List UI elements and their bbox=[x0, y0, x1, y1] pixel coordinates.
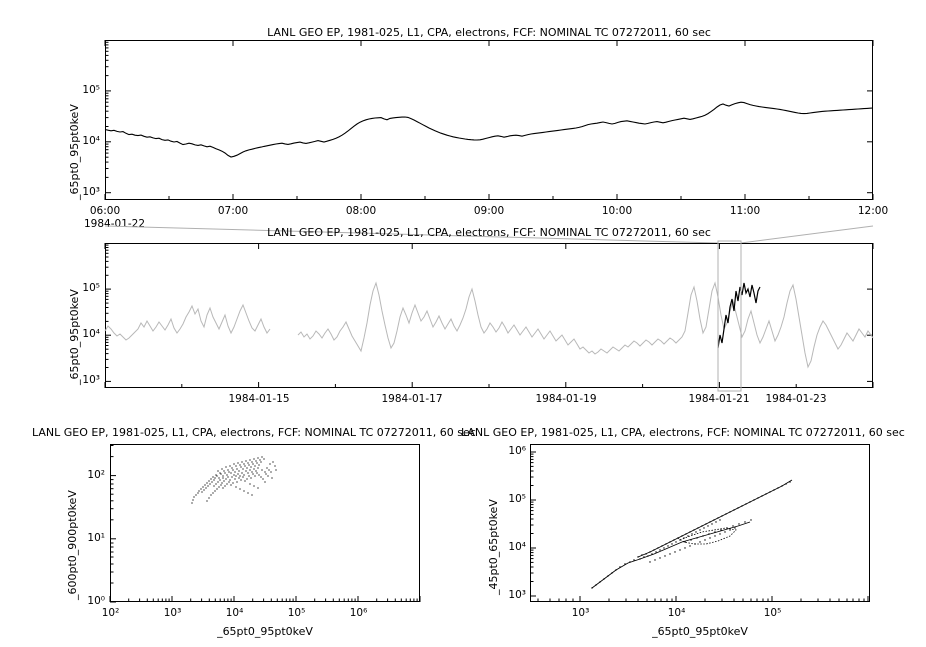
top-panel-plot bbox=[104, 40, 874, 200]
bottom-right-trace-upper bbox=[637, 479, 793, 558]
top-panel-frame bbox=[105, 40, 873, 200]
bl-xtick-5: 10⁵ bbox=[287, 607, 306, 619]
middle-xtick-0121: 1984-01-21 bbox=[688, 393, 750, 405]
br-xtick-3: 10³ bbox=[571, 607, 590, 619]
bottom-right-trace-lower bbox=[591, 521, 751, 589]
bottom-left-panel-title: LANL GEO EP, 1981-025, L1, CPA, electron… bbox=[32, 426, 476, 439]
middle-ytick-4: 10⁴ bbox=[82, 328, 100, 340]
top-xtick-0900: 09:00 bbox=[473, 205, 505, 217]
zoom-highlight-box[interactable] bbox=[717, 240, 742, 392]
middle-panel-context-line-a bbox=[104, 303, 271, 341]
bottom-left-panel-ylabel: _600pt0_900pt0keV bbox=[66, 490, 79, 600]
br-ytick-6: 10⁶ bbox=[508, 445, 526, 457]
bl-ytick-2: 10² bbox=[87, 469, 105, 481]
bottom-right-trace-loop bbox=[677, 527, 737, 545]
br-ytick-4: 10⁴ bbox=[508, 541, 526, 553]
top-xtick-1200: 12:00 bbox=[857, 205, 889, 217]
top-panel-data-line bbox=[104, 101, 874, 158]
bottom-left-plot bbox=[109, 445, 421, 603]
middle-xtick-0117: 1984-01-17 bbox=[381, 393, 443, 405]
bottom-left-panel-frame bbox=[110, 444, 420, 602]
bl-xtick-2: 10² bbox=[101, 607, 120, 619]
middle-panel-title: LANL GEO EP, 1981-025, L1, CPA, electron… bbox=[267, 226, 711, 239]
bl-xtick-3: 10³ bbox=[163, 607, 182, 619]
bottom-left-scatter-points bbox=[191, 456, 277, 504]
top-xtick-1000: 10:00 bbox=[601, 205, 633, 217]
bl-ytick-0: 10⁰ bbox=[87, 595, 105, 607]
bottom-right-panel-title: LANL GEO EP, 1981-025, L1, CPA, electron… bbox=[461, 426, 905, 439]
top-ytick-5: 10⁵ bbox=[82, 84, 100, 96]
bottom-right-scatter-points bbox=[591, 481, 791, 589]
top-xtick-0600: 06:00 bbox=[89, 205, 121, 217]
top-ytick-4: 10⁴ bbox=[82, 135, 100, 147]
middle-ytick-3: 10³ bbox=[82, 374, 100, 386]
middle-xtick-0123: 1984-01-23 bbox=[765, 393, 827, 405]
bl-xtick-6: 10⁶ bbox=[349, 607, 368, 619]
middle-panel-plot bbox=[104, 240, 874, 392]
bl-xtick-4: 10⁴ bbox=[225, 607, 244, 619]
middle-panel-frame bbox=[105, 243, 873, 388]
br-ytick-5: 10⁵ bbox=[508, 493, 526, 505]
br-xtick-5: 10⁵ bbox=[763, 607, 782, 619]
top-xtick-0800: 08:00 bbox=[345, 205, 377, 217]
top-xtick-1100: 11:00 bbox=[729, 205, 761, 217]
top-xtick-0700: 07:00 bbox=[217, 205, 249, 217]
bottom-right-panel-frame bbox=[530, 444, 870, 602]
middle-xtick-0119: 1984-01-19 bbox=[535, 393, 597, 405]
top-ytick-3: 10³ bbox=[82, 186, 100, 198]
middle-panel-context-line-b bbox=[297, 281, 874, 369]
top-panel-title: LANL GEO EP, 1981-025, L1, CPA, electron… bbox=[267, 26, 711, 39]
bottom-right-panel-xlabel: _65pt0_95pt0keV bbox=[652, 625, 748, 638]
bl-ytick-1: 10¹ bbox=[87, 532, 105, 544]
middle-xtick-0115: 1984-01-15 bbox=[228, 393, 290, 405]
middle-panel-highlight-data-line bbox=[717, 282, 761, 349]
bottom-right-plot bbox=[530, 451, 869, 602]
br-xtick-4: 10⁴ bbox=[667, 607, 686, 619]
br-ytick-3: 10³ bbox=[508, 589, 526, 601]
middle-ytick-5: 10⁵ bbox=[82, 282, 100, 294]
bottom-left-panel-xlabel: _65pt0_95pt0keV bbox=[217, 625, 313, 638]
